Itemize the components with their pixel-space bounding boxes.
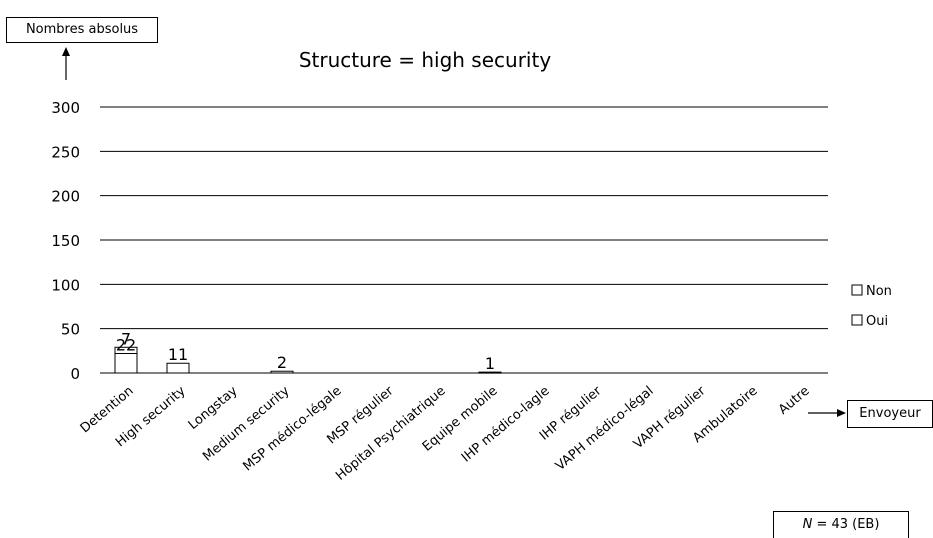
x-tick-label: VAPH médico-légal (553, 384, 657, 474)
y-axis-arrowhead (62, 47, 70, 56)
legend-swatch-oui (851, 314, 863, 326)
x-axis-label-box: Envoyeur (847, 400, 933, 428)
y-tick-label: 200 (51, 188, 80, 206)
y-axis-label-box: Nombres absolus (6, 17, 158, 43)
y-tick-label: 150 (51, 232, 80, 250)
x-tick-label: MSP médico-légale (240, 384, 344, 475)
legend-swatch-non (851, 284, 863, 296)
data-label: 7 (121, 329, 131, 348)
y-tick-label: 50 (61, 321, 80, 339)
y-axis-label: Nombres absolus (25, 22, 139, 37)
y-tick-label: 0 (70, 365, 80, 383)
sample-size-value: = 43 (EB) (816, 517, 880, 532)
legend-label-oui: Oui (866, 314, 888, 329)
x-tick-label: Medium security (200, 383, 293, 464)
sample-size-symbol: N (802, 517, 813, 532)
data-label: 11 (168, 345, 188, 364)
chart-title: Structure = high security (298, 48, 552, 72)
data-label: 2 (277, 353, 287, 372)
bar-oui (270, 370, 294, 374)
y-tick-label: 250 (51, 143, 80, 161)
x-axis-label: Envoyeur (859, 406, 921, 421)
y-tick-label: 100 (51, 276, 80, 294)
bar-non (114, 346, 138, 354)
data-label: 22 (116, 335, 136, 354)
x-tick-label: IHP médico-lagle (459, 384, 553, 466)
y-tick-label: 300 (51, 99, 80, 117)
data-label: 1 (485, 354, 495, 373)
x-tick-label: Autre (776, 384, 813, 418)
bar-oui (166, 362, 190, 374)
bar-oui (114, 352, 138, 374)
x-axis-arrowhead (837, 409, 846, 417)
sample-size-note: N = 43 (EB) (773, 511, 909, 538)
bar-oui (478, 371, 502, 374)
legend-label-non: Non (866, 284, 892, 299)
